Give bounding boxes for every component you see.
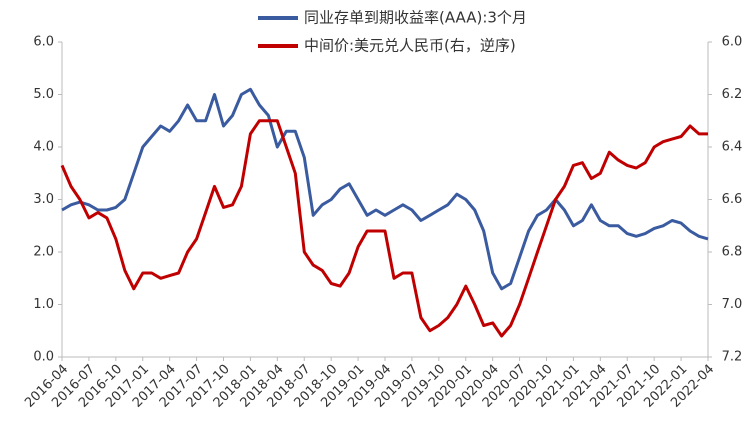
- y2-tick-label: 6.8: [722, 245, 743, 260]
- y2-tick-label: 6.0: [722, 35, 743, 50]
- y-tick-label: 4.0: [33, 140, 54, 155]
- legend-label: 同业存单到期收益率(AAA):3个月: [304, 9, 527, 27]
- y2-tick-label: 6.4: [722, 140, 743, 155]
- y2-tick-label: 7.2: [722, 350, 743, 365]
- y-tick-label: 5.0: [33, 87, 54, 102]
- legend-label: 中间价:美元兑人民币(右，逆序): [304, 37, 516, 55]
- y-tick-label: 3.0: [33, 192, 54, 207]
- y2-tick-label: 6.2: [722, 87, 743, 102]
- y2-tick-label: 6.6: [722, 192, 743, 207]
- y-tick-label: 6.0: [33, 35, 54, 50]
- y-tick-label: 1.0: [33, 297, 54, 312]
- y-tick-label: 0.0: [33, 350, 54, 365]
- series-line: [61, 87, 709, 291]
- y2-tick-label: 7.0: [722, 297, 743, 312]
- series-line: [60, 119, 708, 338]
- y-tick-label: 2.0: [33, 245, 54, 260]
